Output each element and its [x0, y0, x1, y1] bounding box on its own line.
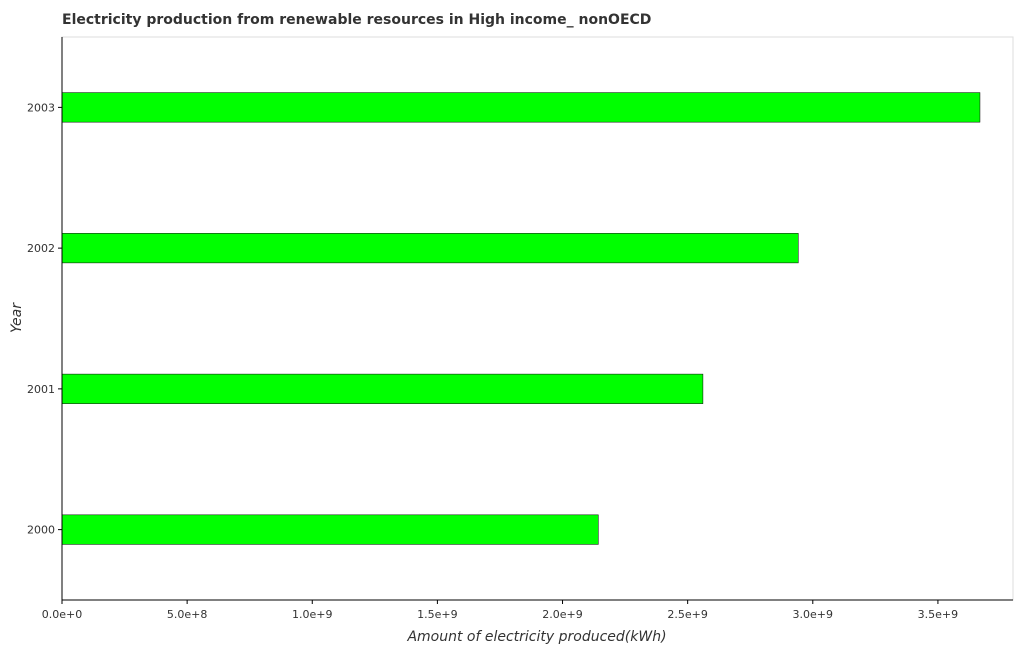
bar-2000: [61, 514, 599, 545]
bar-2003: [61, 92, 981, 123]
y-tick-label-2001: 2001: [27, 383, 55, 396]
x-tick-label-2: 1.0e+9: [292, 608, 332, 621]
bar-2001: [61, 373, 704, 404]
x-tick-label-1: 5.0e+8: [167, 608, 207, 621]
y-tick-label-2002: 2002: [27, 242, 55, 255]
chart-title: Electricity production from renewable re…: [62, 12, 651, 28]
x-tick-label-7: 3.5e+9: [918, 608, 958, 621]
x-tick-label-6: 3.0e+9: [793, 608, 833, 621]
x-tick-label-5: 2.5e+9: [667, 608, 707, 621]
x-tick-label-0: 0.0e+0: [42, 608, 82, 621]
y-axis-label: Year: [9, 302, 25, 333]
y-tick-label-2000: 2000: [27, 524, 55, 537]
bar-2002: [61, 233, 799, 264]
x-tick-label-3: 1.5e+9: [417, 608, 457, 621]
x-tick-label-4: 2.0e+9: [542, 608, 582, 621]
x-axis-label: Amount of electricity produced(kWh): [406, 629, 666, 645]
y-tick-label-2003: 2003: [27, 101, 55, 114]
